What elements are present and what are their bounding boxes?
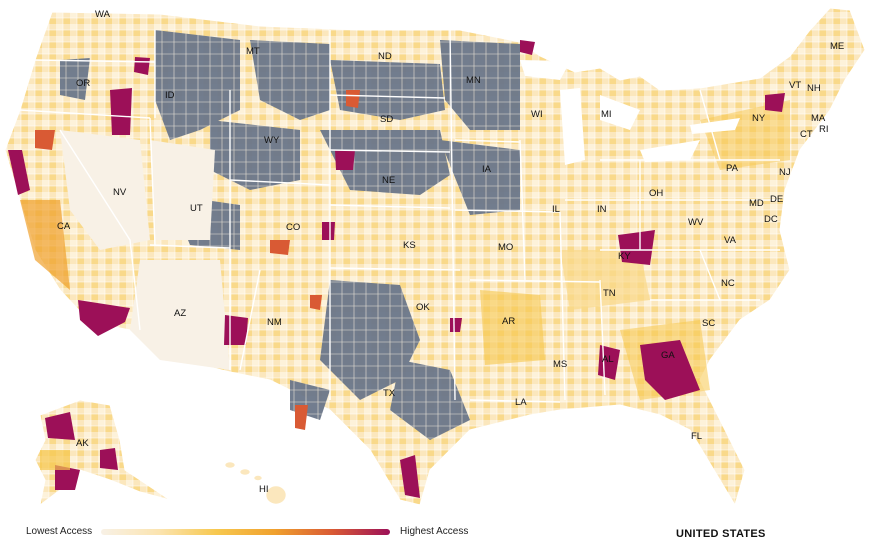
state-label-nj: NJ xyxy=(779,167,791,178)
state-label-fl: FL xyxy=(691,431,702,442)
state-label-il: IL xyxy=(552,204,560,215)
state-label-ny: NY xyxy=(752,113,766,124)
state-label-tn: TN xyxy=(603,288,616,299)
highest-access-regions xyxy=(8,40,785,498)
legend-low-label: Lowest Access xyxy=(26,526,93,537)
state-label-sd: SD xyxy=(380,114,393,125)
state-label-pa: PA xyxy=(726,163,739,174)
state-label-mo: MO xyxy=(498,242,513,253)
state-label-nv: NV xyxy=(113,187,127,198)
state-label-oh: OH xyxy=(649,188,663,199)
state-label-co: CO xyxy=(286,222,300,233)
state-label-or: OR xyxy=(76,78,90,89)
state-label-mt: MT xyxy=(246,46,260,57)
state-label-in: IN xyxy=(597,204,607,215)
state-label-ma: MA xyxy=(811,113,826,124)
state-label-dc: DC xyxy=(764,214,778,225)
state-label-me: ME xyxy=(830,41,844,52)
state-label-wi: WI xyxy=(531,109,543,120)
state-label-ky: KY xyxy=(618,251,631,262)
state-label-ut: UT xyxy=(190,203,203,214)
state-label-vt: VT xyxy=(789,80,801,91)
state-label-ar: AR xyxy=(502,316,515,327)
state-label-md: MD xyxy=(749,198,764,209)
map-region-title: UNITED STATES xyxy=(676,528,766,540)
state-label-mn: MN xyxy=(466,75,481,86)
state-label-ak: AK xyxy=(76,438,89,449)
alaska-hotspots xyxy=(45,412,118,490)
legend-high-label: Highest Access xyxy=(400,526,469,537)
state-label-ok: OK xyxy=(416,302,430,313)
state-label-ca: CA xyxy=(57,221,71,232)
hawaii-shape xyxy=(224,461,287,505)
state-label-ia: IA xyxy=(482,164,492,175)
higher-access-regions xyxy=(35,90,360,430)
state-label-ms: MS xyxy=(553,359,567,370)
legend-color-scale xyxy=(101,529,390,535)
state-label-id: ID xyxy=(165,90,175,101)
state-label-ga: GA xyxy=(661,350,675,361)
state-label-wy: WY xyxy=(264,135,280,146)
state-label-mi: MI xyxy=(601,109,612,120)
state-label-nd: ND xyxy=(378,51,392,62)
state-label-va: VA xyxy=(724,235,737,246)
state-label-wv: WV xyxy=(688,217,704,228)
state-label-la: LA xyxy=(515,397,527,408)
state-borders xyxy=(19,29,780,403)
alaska-mid xyxy=(40,450,70,470)
legend: Lowest Access Highest Access UNITED STAT… xyxy=(0,522,880,542)
great-lakes xyxy=(520,60,740,165)
state-label-hi: HI xyxy=(259,484,269,495)
state-label-ne: NE xyxy=(382,175,395,186)
state-label-tx: TX xyxy=(383,388,396,399)
state-label-de: DE xyxy=(770,194,783,205)
state-label-nc: NC xyxy=(721,278,735,289)
state-label-wa: WA xyxy=(95,9,111,20)
state-label-ct: CT xyxy=(800,129,813,140)
state-labels: WA OR CA ID NV MT WY UT AZ CO NM ND SD N… xyxy=(57,9,844,495)
state-label-sc: SC xyxy=(702,318,715,329)
state-label-nm: NM xyxy=(267,317,282,328)
state-label-ks: KS xyxy=(403,240,416,251)
state-label-al: AL xyxy=(602,354,614,365)
state-label-nh: NH xyxy=(807,83,821,94)
lowest-access-regions xyxy=(60,130,230,370)
state-label-ri: RI xyxy=(819,124,829,135)
state-label-az: AZ xyxy=(174,308,186,319)
no-data-regions xyxy=(60,30,520,440)
